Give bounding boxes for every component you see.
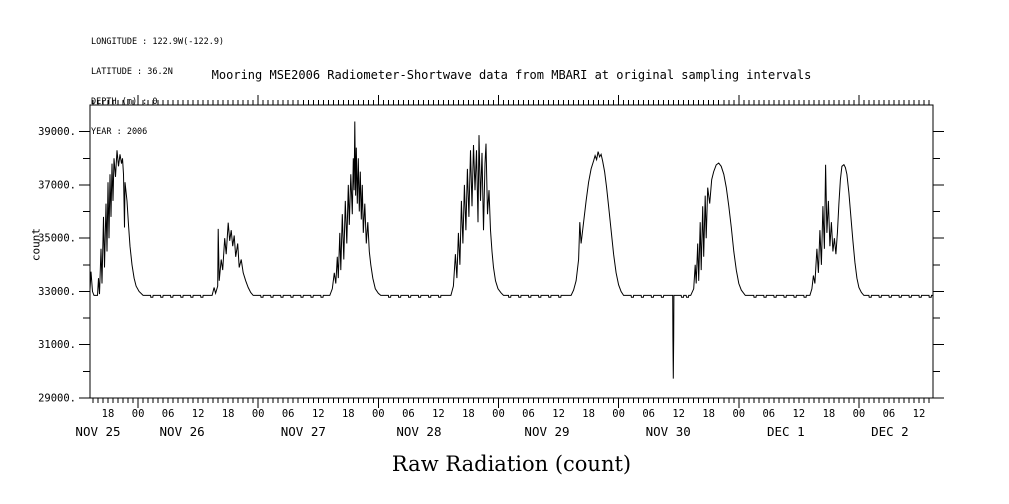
year-text: YEAR : 2006 bbox=[91, 127, 148, 137]
x-tick-label: 18 bbox=[102, 408, 115, 420]
x-tick-label: 12 bbox=[792, 408, 805, 420]
x-tick-label: 18 bbox=[823, 408, 836, 420]
x-tick-label: 18 bbox=[462, 408, 475, 420]
x-tick-label: 00 bbox=[252, 408, 265, 420]
latitude-text: LATITUDE : 36.2N bbox=[91, 67, 173, 77]
y-tick-label: 33000. bbox=[38, 286, 76, 298]
y-tick-label: 31000. bbox=[38, 339, 76, 351]
x-tick-label: 18 bbox=[582, 408, 595, 420]
date-label: NOV 25 bbox=[75, 424, 120, 439]
data-series-line bbox=[89, 121, 933, 379]
x-tick-label: 06 bbox=[883, 408, 896, 420]
date-label: NOV 29 bbox=[524, 424, 569, 439]
y-tick-label: 37000. bbox=[38, 179, 76, 191]
plot-title: Mooring MSE2006 Radiometer-Shortwave dat… bbox=[211, 68, 812, 82]
date-label: DEC 1 bbox=[767, 424, 805, 439]
x-tick-label: 00 bbox=[492, 408, 505, 420]
y-axis-label: count bbox=[29, 227, 43, 262]
x-tick-label: 12 bbox=[913, 408, 926, 420]
x-tick-label: 18 bbox=[702, 408, 715, 420]
station-metadata: LONGITUDE : 122.9W(-122.9) LATITUDE : 36… bbox=[91, 17, 224, 157]
x-tick-label: 12 bbox=[312, 408, 325, 420]
x-tick-label: 06 bbox=[762, 408, 775, 420]
x-tick-label: 06 bbox=[522, 408, 535, 420]
plot-frame bbox=[89, 104, 934, 399]
x-tick-label: 18 bbox=[342, 408, 355, 420]
x-tick-label: 00 bbox=[372, 408, 385, 420]
x-tick-label: 00 bbox=[132, 408, 145, 420]
date-label: NOV 27 bbox=[281, 424, 326, 439]
x-tick-label: 06 bbox=[162, 408, 175, 420]
x-axis-caption: Raw Radiation (count) bbox=[391, 452, 632, 476]
date-label: NOV 26 bbox=[160, 424, 205, 439]
x-tick-label: 12 bbox=[552, 408, 565, 420]
y-tick-label: 39000. bbox=[38, 126, 76, 138]
date-label: NOV 30 bbox=[646, 424, 691, 439]
longitude-text: LONGITUDE : 122.9W(-122.9) bbox=[91, 37, 225, 47]
depth-text: DEPTH (m) : 0 bbox=[91, 97, 158, 107]
date-label: NOV 28 bbox=[396, 424, 441, 439]
y-tick-label: 35000. bbox=[38, 233, 76, 245]
x-tick-label: 00 bbox=[612, 408, 625, 420]
x-tick-label: 06 bbox=[402, 408, 415, 420]
x-tick-label: 12 bbox=[192, 408, 205, 420]
x-tick-label: 00 bbox=[732, 408, 745, 420]
x-tick-label: 12 bbox=[432, 408, 445, 420]
y-tick-label: 29000. bbox=[38, 393, 76, 405]
date-label: DEC 2 bbox=[871, 424, 909, 439]
x-tick-label: 06 bbox=[282, 408, 295, 420]
x-tick-label: 00 bbox=[853, 408, 866, 420]
x-tick-label: 06 bbox=[642, 408, 655, 420]
x-tick-label: 12 bbox=[672, 408, 685, 420]
x-tick-label: 18 bbox=[222, 408, 235, 420]
